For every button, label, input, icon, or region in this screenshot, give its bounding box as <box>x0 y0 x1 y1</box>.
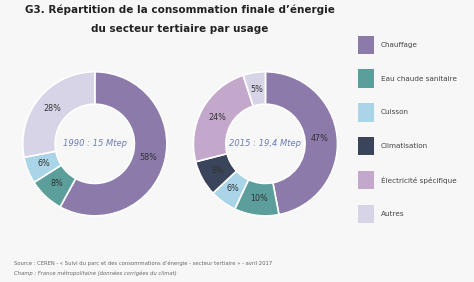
Wedge shape <box>24 151 61 182</box>
Text: 8%: 8% <box>51 179 64 188</box>
Wedge shape <box>235 180 279 216</box>
Wedge shape <box>34 165 76 207</box>
Text: G3. Répartition de la consommation finale d’énergie: G3. Répartition de la consommation final… <box>25 4 335 15</box>
Wedge shape <box>193 75 253 162</box>
Text: 28%: 28% <box>44 104 62 113</box>
Bar <box>358 69 374 88</box>
Text: Climatisation: Climatisation <box>381 143 428 149</box>
Text: 10%: 10% <box>250 194 267 203</box>
Bar <box>358 171 374 189</box>
Text: 6%: 6% <box>37 160 50 168</box>
Text: 24%: 24% <box>209 113 227 122</box>
Wedge shape <box>60 72 167 216</box>
Bar <box>358 137 374 155</box>
Bar <box>358 36 374 54</box>
Text: 8%: 8% <box>211 166 224 175</box>
Wedge shape <box>243 72 265 106</box>
Text: 1990 : 15 Mtep: 1990 : 15 Mtep <box>63 139 127 148</box>
Wedge shape <box>23 72 95 157</box>
Text: Eau chaude sanitaire: Eau chaude sanitaire <box>381 76 456 81</box>
Text: 6%: 6% <box>227 184 240 193</box>
Text: 47%: 47% <box>311 134 329 143</box>
Text: Source : CEREN - « Suivi du parc et des consommations d’énergie - secteur tertia: Source : CEREN - « Suivi du parc et des … <box>14 261 273 266</box>
Wedge shape <box>196 154 237 193</box>
Text: 58%: 58% <box>139 153 157 162</box>
Text: 2015 : 19,4 Mtep: 2015 : 19,4 Mtep <box>229 139 301 148</box>
Wedge shape <box>265 72 337 215</box>
Text: Autres: Autres <box>381 211 404 217</box>
Wedge shape <box>213 171 248 209</box>
Bar <box>358 205 374 223</box>
Text: Champ : France métropolitaine (données corrigées du climat): Champ : France métropolitaine (données c… <box>14 271 177 276</box>
Text: Électricité spécifique: Électricité spécifique <box>381 177 456 184</box>
Text: Cuisson: Cuisson <box>381 109 409 115</box>
Text: 5%: 5% <box>250 85 264 94</box>
Text: Chauffage: Chauffage <box>381 42 418 48</box>
Text: du secteur tertiaire par usage: du secteur tertiaire par usage <box>91 24 269 34</box>
Bar <box>358 103 374 122</box>
